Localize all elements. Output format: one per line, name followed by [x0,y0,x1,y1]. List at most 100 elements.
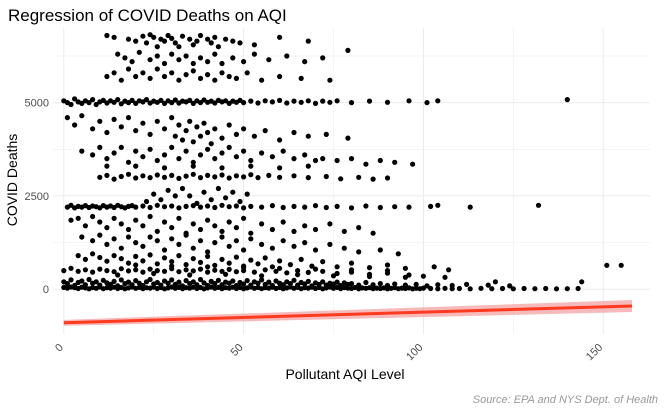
data-point [291,203,297,209]
data-point [219,256,225,262]
data-point [377,281,383,287]
data-point [302,152,308,158]
data-point [226,260,232,266]
data-point [248,157,254,164]
data-point [79,148,85,154]
data-point [334,264,340,270]
data-point [269,99,275,105]
data-point [111,116,117,122]
data-point [305,98,311,104]
data-point [151,270,157,277]
data-point [219,228,225,234]
data-point [205,72,211,78]
data-point [97,219,103,225]
data-point [90,152,96,158]
data-point [532,286,538,292]
data-point [197,32,204,39]
data-point [90,251,96,257]
data-point [215,44,221,50]
data-point [111,253,117,259]
data-point [190,163,196,169]
data-point [305,163,311,169]
data-point [118,256,124,262]
data-point [442,285,448,291]
data-point [147,57,153,63]
data-point [208,141,214,147]
data-point [201,120,207,126]
data-point [187,97,193,103]
data-point [219,135,225,141]
data-point [169,115,175,121]
data-point [183,173,189,179]
data-point [259,221,265,227]
data-point [241,148,247,154]
data-point [97,118,103,124]
data-point [241,205,247,211]
data-point [223,195,229,201]
data-point [161,73,168,80]
data-point [323,131,329,137]
data-point [363,203,369,209]
data-point [248,203,254,209]
data-point [154,228,160,234]
data-point [406,98,412,104]
data-point [363,161,369,167]
data-point [384,268,391,274]
chart-caption: Source: EPA and NYS Dept. of Health [473,394,658,406]
data-point [219,70,225,76]
data-point [154,118,160,124]
data-point [467,204,473,210]
data-point [435,282,441,288]
data-point [259,273,265,279]
data-point [259,241,265,247]
data-point [226,204,232,210]
data-point [169,144,175,150]
data-point [154,261,160,267]
data-point [176,57,182,63]
data-point [118,173,124,180]
x-tick-label: 150 [584,342,605,363]
data-point [169,172,175,178]
data-point [291,243,297,249]
data-point [291,173,297,179]
data-point [147,234,153,240]
data-point [90,269,96,275]
data-point [68,217,74,223]
data-point [147,204,153,211]
data-point [154,279,160,286]
data-point [133,38,139,44]
data-point [161,255,168,261]
x-tick-label: 100 [404,342,425,363]
data-point [183,72,189,78]
data-point [464,281,470,287]
chart-title: Regression of COVID Deaths on AQI [8,6,287,25]
data-point [151,191,157,197]
data-point [111,99,117,105]
data-point [111,269,117,275]
data-point [266,57,272,63]
data-point [68,277,74,283]
data-point [338,176,344,182]
data-point [366,265,373,271]
data-point [172,40,178,46]
data-point [125,260,132,266]
data-point [233,269,239,275]
data-point [205,129,211,136]
data-point [133,262,139,268]
data-point [212,77,218,83]
data-point [370,230,376,236]
data-point [219,202,225,208]
data-point [154,157,160,164]
data-point [366,98,373,104]
data-point [104,129,110,136]
data-point [147,75,153,81]
data-point [226,175,232,181]
data-point [79,113,85,119]
data-point [187,193,193,199]
data-point [255,280,261,286]
data-point [197,226,204,233]
data-point [298,75,304,81]
data-point [183,267,189,273]
data-point [223,271,229,277]
